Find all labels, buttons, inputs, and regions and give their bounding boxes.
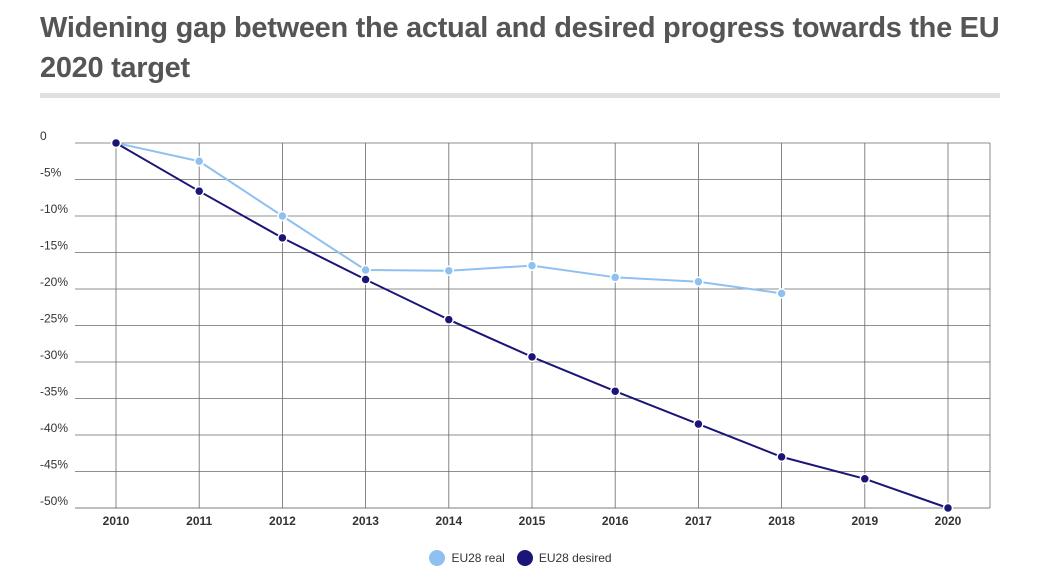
legend-label-real: EU28 real (451, 551, 505, 565)
x-tick-label: 2015 (519, 514, 546, 528)
legend-swatch-desired (516, 550, 533, 566)
data-point-eu28-desired (942, 502, 954, 514)
y-tick-label: -10% (40, 202, 68, 216)
x-axis-ticks: 2010 2011 2012 2013 2014 2015 2016 2017 2018 2019… (103, 514, 962, 528)
x-tick-label: 2019 (851, 514, 878, 528)
legend-label-desired: EU28 desired (538, 551, 612, 565)
data-point-eu28-real (693, 276, 704, 287)
legend-item-real[interactable]: EU28 real (429, 550, 505, 566)
data-point-eu28-desired (776, 451, 787, 463)
data-point-eu28-desired (693, 418, 704, 430)
x-tick-label: 2013 (352, 514, 379, 528)
series-group (110, 137, 954, 514)
y-tick-label: -5% (40, 166, 62, 180)
data-point-eu28-desired (110, 137, 122, 149)
data-point-eu28-desired (526, 351, 538, 363)
y-tick-label: -15% (40, 239, 68, 253)
x-tick-label: 2018 (768, 514, 795, 528)
y-tick-label: -45% (40, 458, 68, 472)
y-tick-label: -50% (40, 494, 68, 508)
chart-title: Widening gap between the actual and desi… (40, 12, 1000, 84)
x-tick-label: 2012 (269, 514, 296, 528)
y-tick-label: -25% (40, 312, 68, 326)
title-divider (40, 93, 1000, 98)
data-point-eu28-desired (193, 185, 205, 197)
y-tick-label: -35% (40, 385, 68, 399)
data-point-eu28-real (609, 272, 621, 283)
data-point-eu28-desired (859, 473, 871, 485)
legend-item-desired[interactable]: EU28 desired (516, 550, 612, 566)
data-point-eu28-real (277, 210, 288, 222)
data-point-eu28-real (193, 156, 205, 167)
y-tick-label: -40% (40, 421, 68, 435)
legend-swatch-real (429, 550, 446, 566)
y-tick-label: 0 (40, 129, 47, 143)
data-point-eu28-desired (609, 385, 621, 397)
legend: EU28 real EU28 desired (0, 550, 1041, 566)
x-tick-label: 2017 (685, 514, 712, 528)
data-point-eu28-real (776, 288, 787, 299)
y-axis-ticks: 0 -5% -10% -15% -20% -25% -30% -35% -40% -45% -50% (40, 129, 68, 508)
data-point-eu28-desired (360, 274, 371, 285)
x-tick-label: 2014 (435, 514, 462, 528)
data-point-eu28-real (360, 264, 371, 276)
data-point-eu28-desired (443, 314, 455, 325)
x-tick-label: 2010 (103, 514, 130, 528)
y-tick-label: -20% (40, 275, 68, 289)
x-tick-label: 2011 (186, 514, 212, 528)
y-tick-label: -30% (40, 348, 68, 362)
data-point-eu28-desired (277, 232, 288, 244)
x-tick-label: 2016 (602, 514, 629, 528)
data-point-eu28-real (526, 260, 538, 271)
x-tick-label: 2020 (935, 514, 962, 528)
data-point-eu28-real (443, 265, 455, 276)
